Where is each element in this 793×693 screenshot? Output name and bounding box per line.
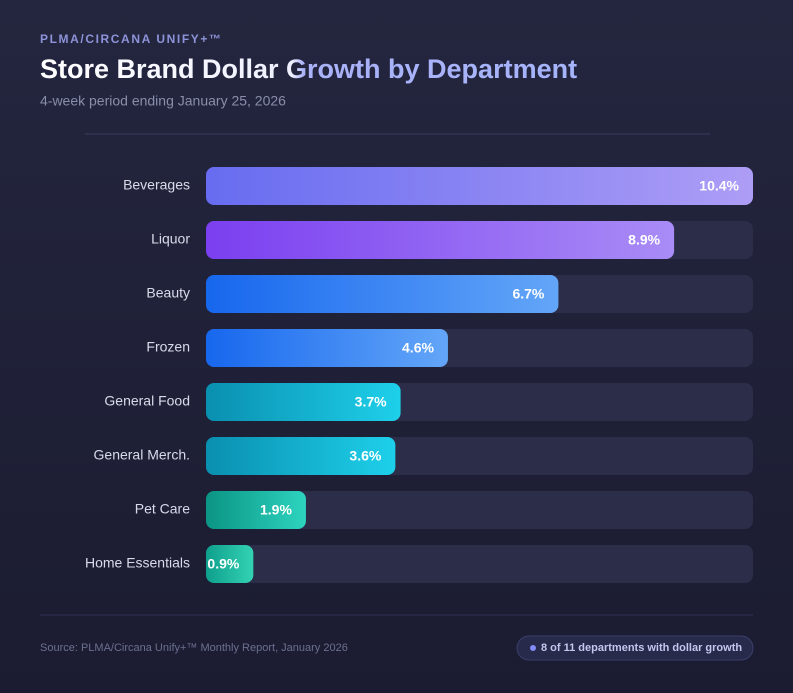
eyebrow: PLMA/CIRCANA UNIFY+™ xyxy=(40,32,223,46)
source: Source: PLMA/Circana Unify+™ Monthly Rep… xyxy=(40,642,348,654)
bar xyxy=(206,545,254,583)
value-label: 10.4% xyxy=(699,178,739,194)
category-label: Beauty xyxy=(146,285,190,301)
bar xyxy=(206,491,306,529)
category-label: General Food xyxy=(104,393,190,409)
chart-title: Store Brand Dollar Growth by Department xyxy=(40,54,577,84)
value-label: 8.9% xyxy=(628,232,660,248)
value-label: 3.7% xyxy=(355,394,387,410)
bar xyxy=(206,329,448,367)
value-label: 1.9% xyxy=(260,502,292,518)
bar xyxy=(206,221,675,259)
value-label: 4.6% xyxy=(402,340,434,356)
category-label: Frozen xyxy=(146,339,190,355)
bar-track xyxy=(206,545,753,583)
bar xyxy=(206,275,559,313)
category-label: General Merch. xyxy=(94,447,190,463)
note-dot xyxy=(530,645,536,651)
value-label: 0.9% xyxy=(207,556,239,572)
value-label: 6.7% xyxy=(512,286,544,302)
category-label: Home Essentials xyxy=(85,555,190,571)
category-label: Pet Care xyxy=(135,501,190,517)
bar-track xyxy=(206,491,753,529)
note-badge xyxy=(516,635,754,661)
subtitle: 4-week period ending January 25, 2026 xyxy=(40,93,286,109)
bar xyxy=(206,437,396,475)
bar xyxy=(206,383,401,421)
note: 8 of 11 departments with dollar growth xyxy=(541,642,742,654)
category-label: Beverages xyxy=(123,177,190,193)
bar xyxy=(206,167,753,205)
value-label: 3.6% xyxy=(349,448,381,464)
category-label: Liquor xyxy=(151,231,190,247)
